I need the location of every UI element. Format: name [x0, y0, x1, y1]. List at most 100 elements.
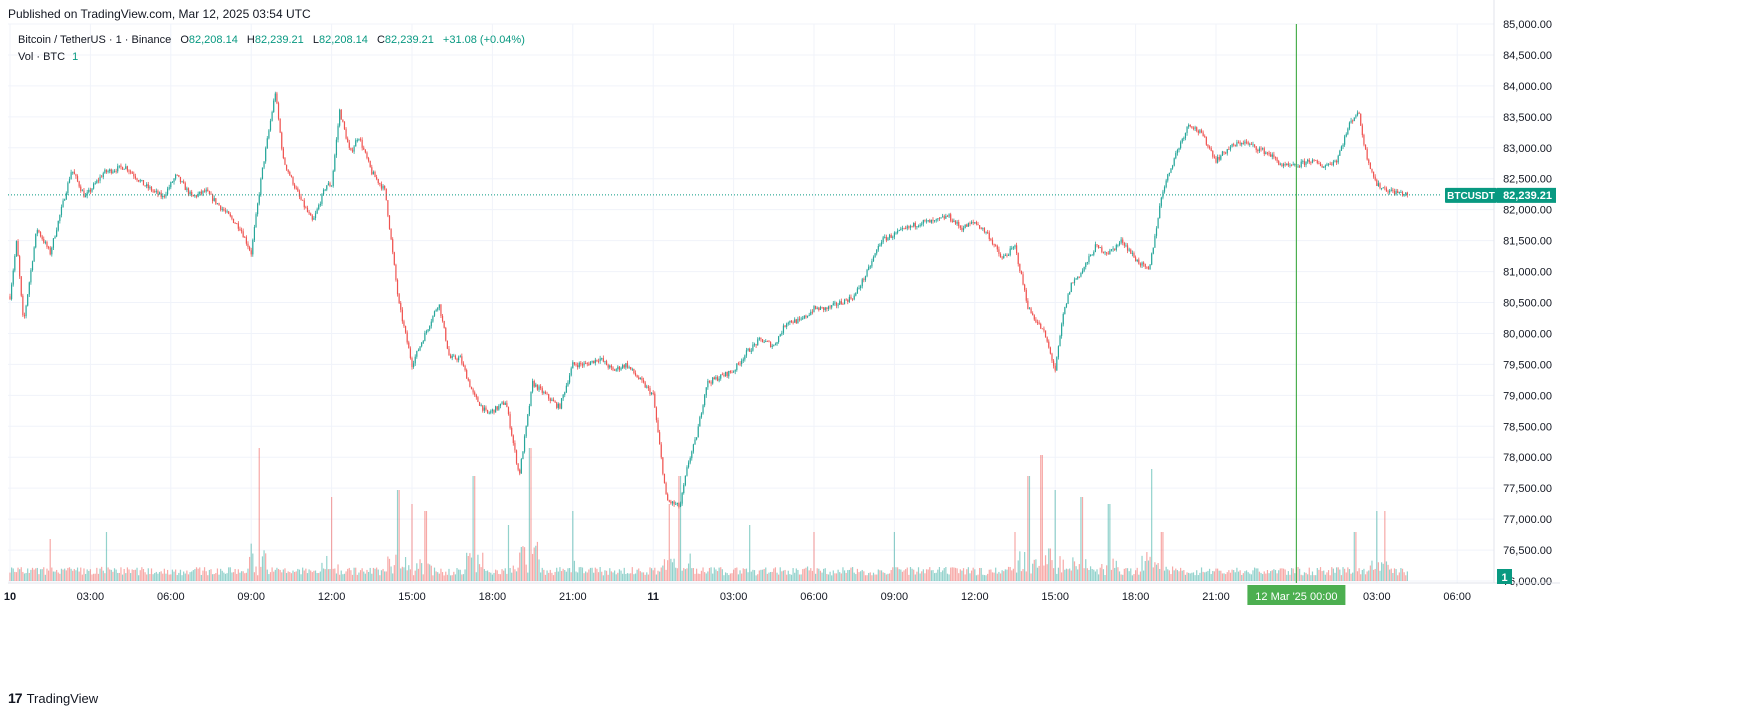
volume-bar — [453, 571, 455, 581]
volume-bar — [67, 567, 69, 581]
candle-body — [1278, 161, 1280, 165]
volume-bar — [803, 568, 805, 581]
volume-bar — [28, 572, 30, 581]
candle-body — [1233, 144, 1235, 146]
candle-body — [806, 315, 809, 318]
volume-bar — [1102, 569, 1105, 581]
volume-bar — [610, 571, 612, 581]
volume-bar — [319, 571, 321, 581]
volume-bar — [1250, 574, 1252, 581]
candle-body — [395, 264, 397, 280]
volume-bar — [1273, 569, 1275, 581]
volume-bar — [1279, 568, 1281, 581]
volume-bar — [739, 570, 741, 581]
volume-bar — [73, 568, 75, 581]
volume-bar — [625, 574, 627, 581]
volume-bar — [371, 573, 373, 581]
volume-bar — [1361, 569, 1363, 581]
tradingview-footer[interactable]: 17 TradingView — [8, 690, 98, 706]
candle-body — [339, 109, 341, 126]
candle-body — [1106, 252, 1108, 254]
volume-label[interactable]: Vol · BTC — [18, 51, 66, 63]
candle-body — [224, 210, 227, 212]
volume-bar — [1347, 567, 1349, 581]
volume-bar — [195, 567, 198, 581]
candle-body — [403, 321, 405, 327]
volume-bar — [462, 574, 465, 581]
candle-body — [1176, 149, 1179, 154]
volume-bar — [724, 572, 727, 581]
symbol-title[interactable]: Bitcoin / TetherUS · 1 · Binance — [18, 34, 172, 46]
volume-bar — [43, 567, 45, 581]
candle-body — [107, 171, 109, 173]
volume-bar — [1292, 568, 1294, 581]
volume-bar — [1191, 572, 1193, 581]
candle-body — [1196, 127, 1198, 131]
candle-body — [490, 411, 492, 413]
candle-body — [1406, 192, 1408, 195]
candle-body — [273, 100, 275, 113]
volume-bar — [934, 573, 936, 581]
volume-bar — [236, 573, 238, 581]
x-tick-label: 03:00 — [77, 591, 105, 603]
candle-body — [586, 363, 588, 365]
candle-body — [104, 169, 106, 174]
candle-body — [585, 363, 587, 365]
volume-bar — [691, 568, 693, 581]
candle-body — [815, 306, 817, 309]
volume-bar — [162, 573, 164, 581]
volume-bar — [464, 569, 466, 581]
candle-body — [858, 287, 860, 289]
volume-bar — [292, 570, 294, 581]
volume-bar — [1088, 569, 1090, 581]
candle-body — [753, 344, 756, 346]
candle-body — [768, 341, 770, 343]
volume-bar — [987, 573, 989, 581]
candle-body — [839, 301, 841, 305]
volume-bar — [782, 570, 785, 581]
candle-body — [794, 319, 796, 323]
volume-bar — [710, 567, 712, 581]
volume-bar — [478, 564, 481, 581]
volume-bar — [27, 568, 29, 581]
volume-bar — [1374, 568, 1376, 581]
volume-bar — [1183, 570, 1185, 581]
volume-bar — [572, 511, 574, 581]
volume-value: 1 — [72, 51, 79, 63]
candle-body — [496, 406, 498, 410]
volume-bar — [1342, 567, 1344, 581]
volume-bar — [89, 569, 91, 581]
volume-bar — [101, 566, 103, 581]
volume-bar — [897, 567, 899, 581]
candle-body — [769, 341, 772, 347]
candle-body — [390, 228, 392, 240]
volume-bar — [1028, 476, 1031, 581]
candle-body — [673, 501, 675, 505]
volume-bar — [861, 569, 863, 581]
volume-bar — [136, 567, 138, 581]
volume-bar — [1030, 573, 1032, 581]
low-label: L — [312, 34, 319, 46]
volume-tag-bg — [1497, 569, 1512, 584]
candle-body — [1044, 330, 1047, 338]
candle-body — [893, 232, 895, 237]
volume-bar — [366, 569, 368, 581]
volume-bar — [673, 558, 675, 581]
volume-bar — [1363, 568, 1365, 581]
candle-body — [52, 238, 55, 248]
volume-bar — [123, 568, 125, 581]
volume-bar — [406, 570, 408, 581]
candle-body — [1083, 266, 1085, 271]
candle-body — [374, 172, 376, 178]
volume-bar — [1299, 568, 1301, 581]
volume-bar — [99, 568, 101, 581]
volume-bar — [351, 574, 354, 581]
candle-body — [810, 311, 812, 315]
volume-bar — [687, 563, 690, 581]
candle-body — [1118, 242, 1121, 245]
candle-body — [379, 183, 381, 185]
volume-bar — [340, 570, 342, 581]
candle-body — [195, 195, 198, 197]
volume-bar — [506, 573, 508, 581]
